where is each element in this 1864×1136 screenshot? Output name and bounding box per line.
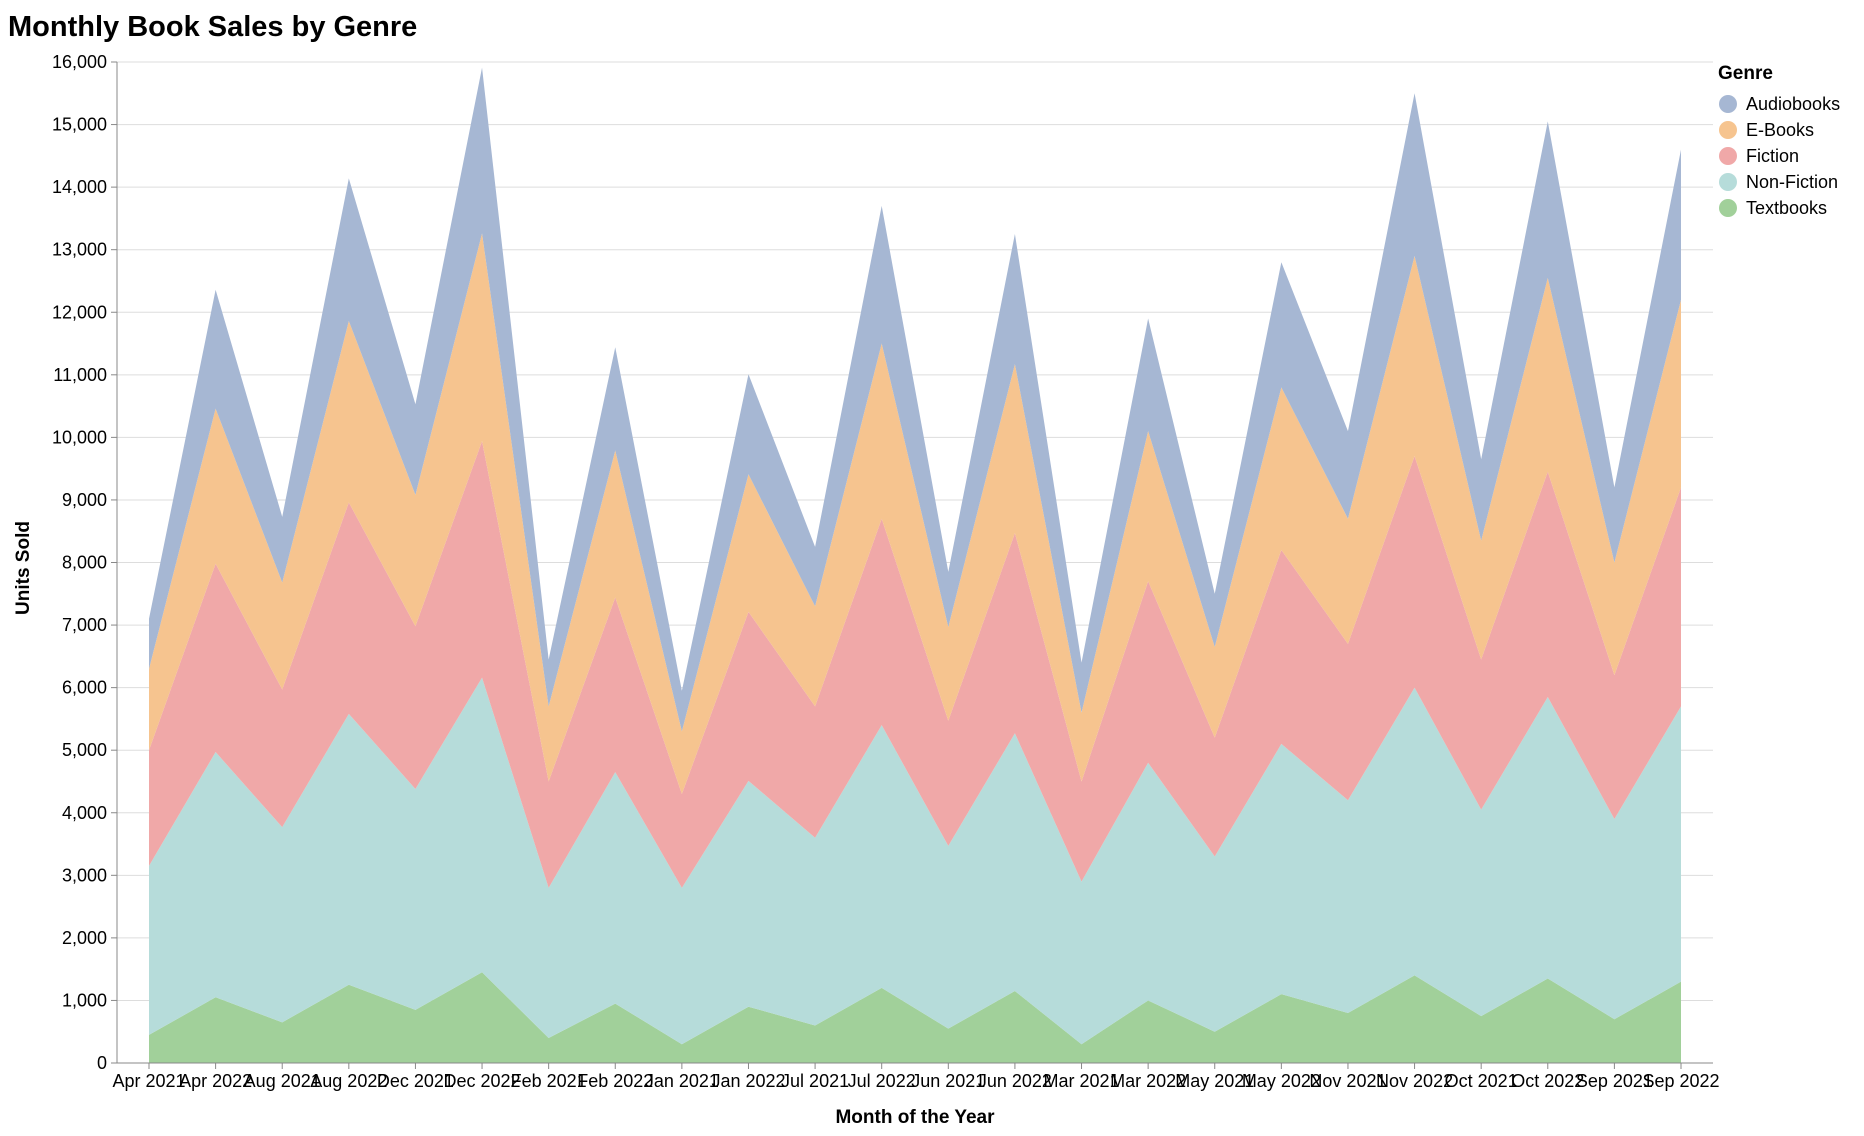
legend-label: Non-Fiction [1746, 172, 1838, 192]
legend-swatch [1719, 147, 1737, 165]
legend-label: Fiction [1746, 146, 1799, 166]
y-tick-label: 8,000 [62, 553, 107, 573]
y-tick-label: 14,000 [52, 177, 107, 197]
x-tick-label: Mar 2021 [1043, 1071, 1119, 1091]
area-textbooks [149, 972, 1681, 1063]
y-tick-label: 11,000 [53, 365, 107, 385]
legend-swatch [1719, 95, 1737, 113]
chart-title: Monthly Book Sales by Genre [8, 11, 417, 43]
x-tick-label: Jun 2022 [978, 1071, 1052, 1091]
y-tick-label: 12,000 [52, 302, 107, 322]
y-tick-label: 5,000 [62, 740, 107, 760]
x-tick-label: Aug 2021 [244, 1071, 321, 1091]
x-tick-label: Jul 2021 [781, 1071, 849, 1091]
x-tick-label: Dec 2022 [444, 1071, 521, 1091]
area-non-fiction [149, 677, 1681, 1045]
x-tick-label: Sep 2022 [1642, 1071, 1719, 1091]
x-tick-label: Nov 2021 [1309, 1071, 1386, 1091]
y-tick-label: 16,000 [52, 52, 107, 72]
stacked-areas [149, 67, 1681, 1063]
x-tick-label: Jun 2021 [911, 1071, 985, 1091]
x-tick-label: Jan 2022 [711, 1071, 785, 1091]
x-tick-label: Feb 2021 [511, 1071, 587, 1091]
y-tick-label: 6,000 [62, 678, 107, 698]
legend-swatch [1719, 199, 1737, 217]
legend-label: Audiobooks [1746, 94, 1840, 114]
x-tick-label: Jul 2022 [848, 1071, 916, 1091]
y-tick-label: 2,000 [62, 928, 107, 948]
area-audiobooks [149, 67, 1681, 732]
area-e-books [149, 233, 1681, 794]
x-tick-label: Nov 2022 [1376, 1071, 1453, 1091]
x-tick-label: Apr 2022 [179, 1071, 252, 1091]
x-tick-label: Apr 2021 [112, 1071, 185, 1091]
legend-label: Textbooks [1746, 198, 1827, 218]
legend-swatch [1719, 121, 1737, 139]
axes: 0 1,000 2,000 3,000 4,000 5,000 6,000 7,000 8,00… [52, 52, 1720, 1091]
x-tick-label: Jan 2021 [645, 1071, 719, 1091]
x-tick-label: Dec 2021 [377, 1071, 454, 1091]
y-tick-label: 4,000 [62, 803, 107, 823]
y-tick-label: 7,000 [62, 615, 107, 635]
x-axis-title: Month of the Year [835, 1107, 995, 1128]
x-tick-label: May 2021 [1175, 1071, 1254, 1091]
y-tick-label: 9,000 [62, 490, 107, 510]
y-tick-label: 1,000 [62, 990, 107, 1010]
y-axis-title: Units Sold [13, 521, 34, 615]
legend-title: Genre [1718, 63, 1773, 84]
y-tick-label: 15,000 [52, 115, 107, 135]
legend-swatch [1719, 173, 1737, 191]
x-tick-label: Mar 2022 [1110, 1071, 1186, 1091]
x-tick-label: May 2022 [1242, 1071, 1321, 1091]
y-tick-label: 10,000 [52, 427, 107, 447]
x-tick-label: Feb 2022 [577, 1071, 653, 1091]
y-tick-label: 0 [97, 1053, 107, 1073]
x-tick-label: Oct 2022 [1511, 1071, 1584, 1091]
legend-label: E-Books [1746, 120, 1814, 140]
x-tick-label: Aug 2022 [310, 1071, 387, 1091]
y-tick-label: 3,000 [62, 865, 107, 885]
legend: Genre Audiobooks E-Books Fiction Non-Fictio… [1718, 63, 1840, 218]
area-fiction [149, 441, 1681, 888]
y-tick-label: 13,000 [52, 240, 107, 260]
x-tick-label: Sep 2021 [1576, 1071, 1653, 1091]
x-tick-label: Oct 2021 [1445, 1071, 1518, 1091]
